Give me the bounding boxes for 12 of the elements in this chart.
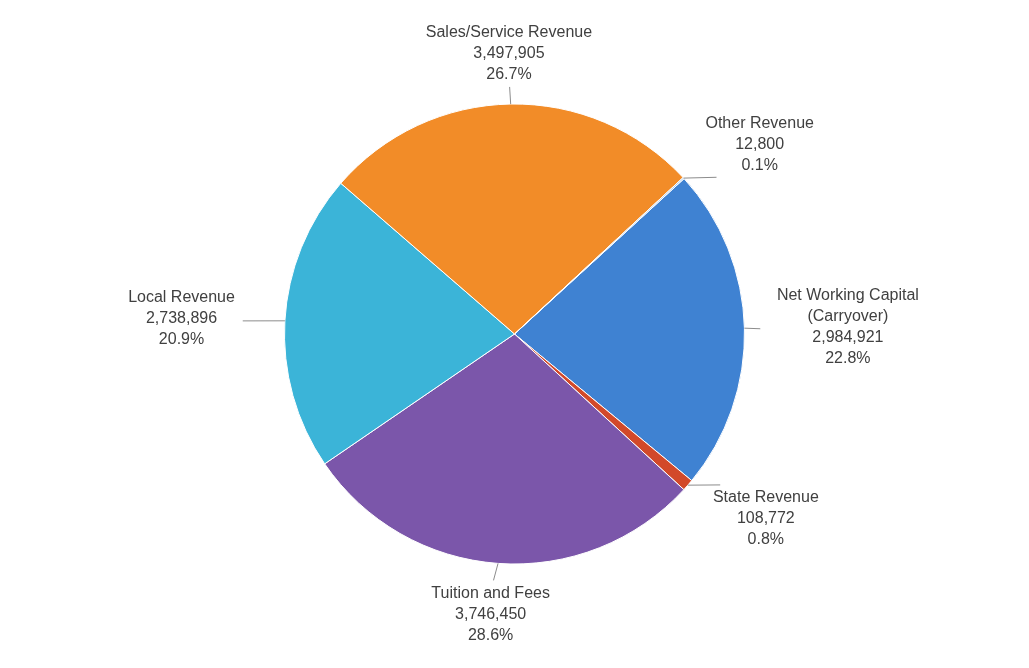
slice-label: Local Revenue (128, 287, 236, 305)
data-label: 108,772 0.8% (736, 509, 795, 548)
data-label: 2,738,896 20.9% (145, 308, 218, 347)
slice-label: Net Working Capital (Carryover) (776, 286, 919, 325)
slice-label: Tuition and Fees (431, 583, 550, 601)
data-label: 3,497,905 26.7% (473, 44, 545, 83)
data-label: 12,800 0.1% (735, 134, 785, 173)
data-label: 2,984,921 22.8% (812, 328, 884, 367)
slice-label: Other Revenue (705, 113, 815, 131)
slice-label: State Revenue (712, 488, 819, 506)
data-label: 3,746,450 28.6% (455, 604, 527, 643)
slice-label: Sales/Service Revenue (425, 23, 593, 41)
